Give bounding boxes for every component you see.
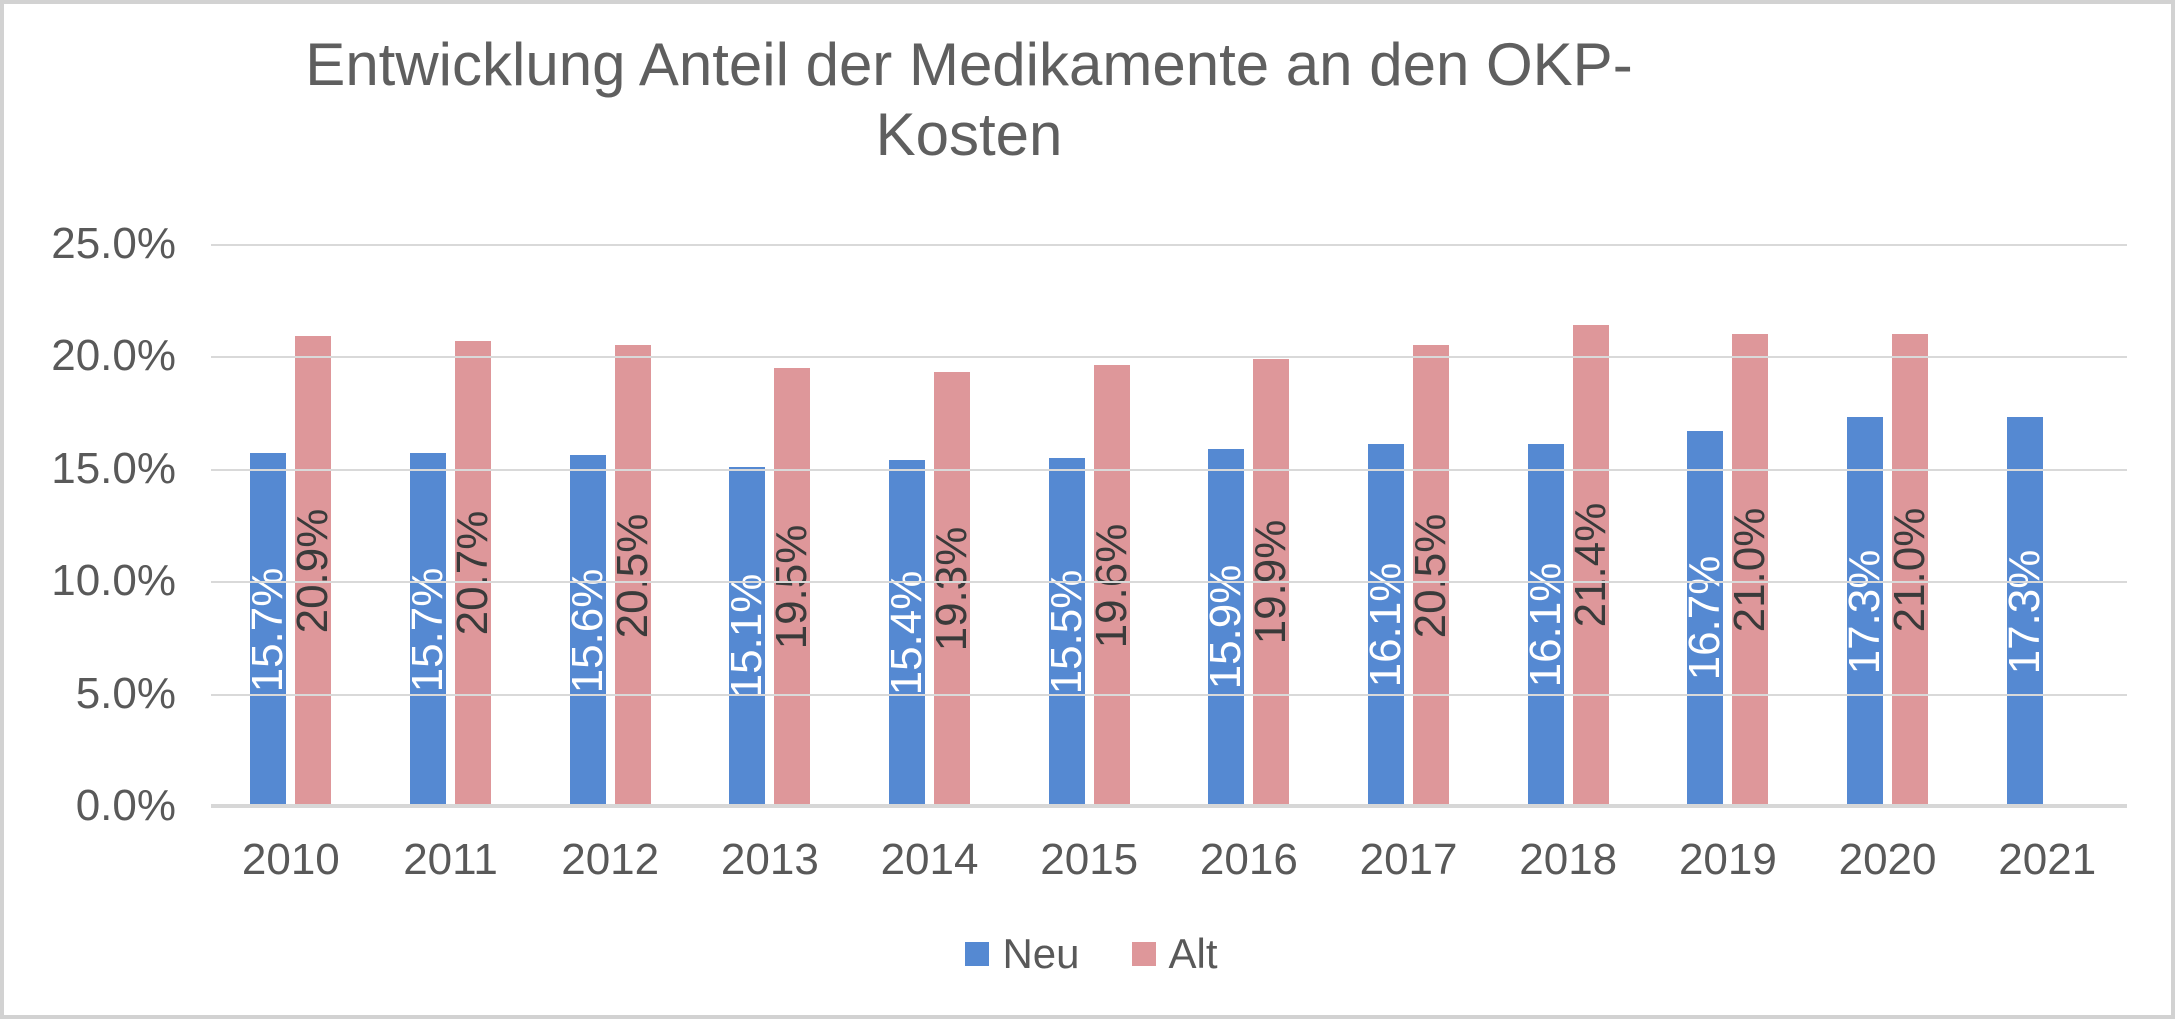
- y-axis-tick-label: 25.0%: [51, 219, 176, 268]
- x-axis-category-label-2020: 2020: [1838, 835, 1937, 884]
- gridline: [211, 581, 2127, 584]
- bar-data-label: 16.7%: [1680, 555, 1730, 681]
- y-axis-tick-label: 15.0%: [51, 443, 176, 493]
- category-group-2019: 16.7% 21.0%: [1648, 244, 1808, 806]
- bar-data-label: 20.5%: [1406, 513, 1456, 638]
- bar-alt-2020: 21.0%: [1885, 333, 1934, 806]
- legend-label-alt: Alt: [1168, 930, 1218, 977]
- bar-neu-2014: 15.4%: [882, 459, 931, 806]
- category-group-2020: 17.3% 21.0%: [1808, 244, 1968, 806]
- bar-alt-2011: 20.7%: [448, 340, 497, 806]
- bar-data-label: 15.6%: [562, 568, 612, 694]
- x-axis-line: [211, 804, 2127, 808]
- legend-item-alt: Alt: [1131, 929, 1218, 979]
- bar-data-label: 15.7%: [243, 567, 293, 692]
- chart-title: Entwicklung Anteil der Medikamente an de…: [4, 30, 1934, 170]
- bar-data-label: 20.9%: [288, 508, 338, 634]
- bar-data-label: 21.4%: [1565, 503, 1615, 628]
- bar-data-label: 15.9%: [1201, 564, 1251, 690]
- x-axis-category-label-2018: 2018: [1519, 835, 1618, 884]
- bar-neu-2016: 15.9%: [1201, 448, 1250, 806]
- x-axis-category-label-2013: 2013: [720, 835, 819, 884]
- bar-alt-2015: 19.6%: [1087, 365, 1136, 806]
- bar-data-label: 20.5%: [607, 513, 657, 638]
- x-axis-category-label-2019: 2019: [1678, 835, 1777, 884]
- category-group-2015: 15.5% 19.6%: [1009, 244, 1169, 806]
- gridline: [211, 693, 2127, 696]
- bar-neu-2019: 16.7%: [1680, 430, 1729, 806]
- gridline: [211, 244, 2127, 246]
- x-axis-category-label-2014: 2014: [880, 835, 979, 884]
- bar-data-label: 19.5%: [767, 524, 817, 650]
- bar-alt-2010: 20.9%: [288, 336, 337, 806]
- bars-row: 15.7% 20.9% 15.7% 20.7% 15.6% 20.5% 15.1% 19.5%…: [211, 244, 2127, 806]
- bar-data-label: 15.5%: [1041, 569, 1091, 695]
- category-group-2018: 16.1% 21.4%: [1488, 244, 1648, 806]
- bar-neu-2013: 15.1%: [722, 466, 771, 806]
- bar-alt-2013: 19.5%: [767, 367, 816, 806]
- y-axis-tick-label: 0.0%: [75, 781, 176, 830]
- bar-alt-2019: 21.0%: [1725, 333, 1774, 806]
- y-axis-tick-label: 10.0%: [51, 556, 176, 606]
- bar-neu-2010: 15.7%: [243, 453, 292, 806]
- bar-data-label: 17.3%: [1999, 549, 2049, 674]
- bar-alt-2012: 20.5%: [608, 345, 657, 806]
- category-group-2011: 15.7% 20.7%: [371, 244, 531, 806]
- x-axis-category-label-2017: 2017: [1359, 835, 1458, 884]
- bar-alt-2018: 21.4%: [1566, 324, 1615, 806]
- x-axis-category-label-2012: 2012: [561, 835, 660, 884]
- category-group-2016: 15.9% 19.9%: [1169, 244, 1329, 806]
- bar-data-label: 17.3%: [1840, 549, 1890, 674]
- x-axis-category-label-2011: 2011: [403, 835, 498, 884]
- x-axis: 2010 2011 2012 2013 2014 2015 2016 2017 2018 2019…: [211, 834, 2127, 886]
- y-axis-tick-label: 5.0%: [75, 668, 176, 718]
- category-group-2012: 15.6% 20.5%: [530, 244, 690, 806]
- bar-alt-2014: 19.3%: [927, 372, 976, 806]
- bar-alt-2017: 20.5%: [1406, 345, 1455, 806]
- legend: Neu Alt: [4, 929, 2171, 979]
- category-group-2014: 15.4% 19.3%: [850, 244, 1010, 806]
- bar-data-label: 19.3%: [927, 526, 977, 652]
- category-group-2013: 15.1% 19.5%: [690, 244, 850, 806]
- legend-swatch-alt: [1131, 942, 1156, 966]
- gridline: [211, 468, 2127, 471]
- chart-title-line2: Kosten: [875, 101, 1063, 168]
- category-group-2021: 17.3%: [1967, 244, 2127, 806]
- bar-data-label: 15.7%: [403, 567, 452, 692]
- bar-neu-2012: 15.6%: [563, 455, 612, 806]
- bar-neu-2011: 15.7%: [403, 453, 452, 806]
- chart-title-line1: Entwicklung Anteil der Medikamente an de…: [305, 31, 1633, 98]
- legend-label-neu: Neu: [1002, 930, 1080, 977]
- bar-data-label: 21.0%: [1725, 507, 1775, 633]
- legend-item-neu: Neu: [965, 929, 1080, 979]
- x-axis-category-label-2016: 2016: [1199, 835, 1298, 884]
- bar-neu-2018: 16.1%: [1521, 444, 1570, 806]
- bar-neu-2015: 15.5%: [1042, 457, 1091, 806]
- bar-neu-2020: 17.3%: [1840, 417, 1889, 806]
- plot-area: 15.7% 20.9% 15.7% 20.7% 15.6% 20.5% 15.1% 19.5%…: [211, 244, 2127, 808]
- category-group-2017: 16.1% 20.5%: [1329, 244, 1489, 806]
- y-axis: 25.0% 20.0% 15.0% 10.0% 5.0% 0.0%: [20, 219, 176, 830]
- gridline: [211, 356, 2127, 359]
- x-axis-category-label-2021: 2021: [1998, 835, 2097, 884]
- category-group-2010: 15.7% 20.9%: [211, 244, 371, 806]
- x-axis-category-label-2010: 2010: [241, 835, 340, 884]
- bar-data-label: 21.0%: [1885, 507, 1935, 633]
- bar-data-label: 20.7%: [448, 510, 497, 636]
- bar-data-label: 15.1%: [722, 573, 772, 699]
- bar-data-label: 19.6%: [1086, 523, 1136, 649]
- y-axis-tick-label: 20.0%: [51, 331, 176, 381]
- x-axis-category-label-2015: 2015: [1040, 835, 1139, 884]
- legend-swatch-neu: [965, 942, 990, 966]
- bar-data-label: 15.4%: [882, 570, 932, 696]
- bar-neu-2021: 17.3%: [2000, 417, 2049, 806]
- bar-neu-2017: 16.1%: [1361, 444, 1410, 806]
